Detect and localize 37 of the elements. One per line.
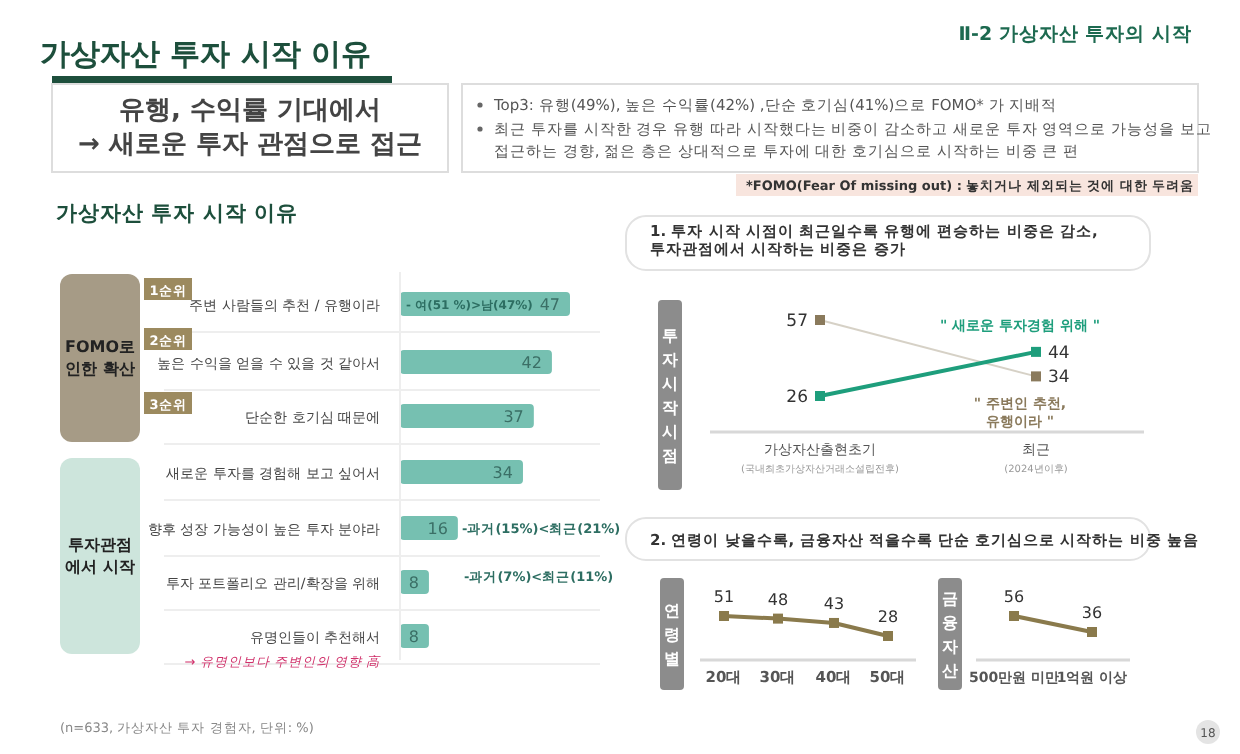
- bar: [400, 350, 552, 374]
- data-label: 16: [427, 520, 448, 538]
- data-label: 28: [877, 608, 899, 626]
- data-label: 26: [786, 388, 808, 408]
- data-label: 37: [503, 408, 524, 426]
- data-label: 8: [408, 628, 419, 646]
- data-label: 8: [408, 574, 419, 592]
- text: Ⅱ-2 가상자산 투자의 시작: [958, 24, 1192, 46]
- point: [883, 631, 893, 641]
- data-label: 56: [1003, 588, 1025, 606]
- text: 투자관점 에서 시작: [65, 536, 135, 576]
- y-axis-title: 연령별: [664, 602, 680, 668]
- point: [1031, 346, 1041, 357]
- y-axis-title: 투자시작시점: [662, 327, 678, 465]
- data-label: 36: [1081, 604, 1103, 622]
- data-label: 48: [767, 590, 789, 609]
- text: 가상자산 투자 시작 이유: [56, 202, 298, 226]
- point: [815, 315, 825, 325]
- point: [1031, 371, 1041, 382]
- bar: [400, 460, 523, 484]
- data-label: 44: [1048, 343, 1070, 364]
- text: 유행, 수익률 기대에서 → 새로운 투자 관점으로 접근: [78, 96, 422, 160]
- data-label: 43: [823, 594, 845, 613]
- y-axis-title: 금융자산: [942, 590, 958, 680]
- point: [719, 611, 729, 621]
- data-label: 42: [521, 354, 542, 372]
- data-label: 34: [1048, 368, 1070, 389]
- point: [829, 617, 839, 628]
- bar: [400, 404, 534, 428]
- point: [815, 391, 825, 401]
- text: FOMO로 인한 확산: [64, 338, 136, 378]
- point: [773, 613, 783, 624]
- data-label: 34: [492, 464, 513, 482]
- data-label: 57: [786, 312, 808, 332]
- data-label: 47: [539, 296, 560, 314]
- data-label: 51: [713, 588, 735, 606]
- text: 가상자산 투자 시작 이유: [40, 36, 372, 72]
